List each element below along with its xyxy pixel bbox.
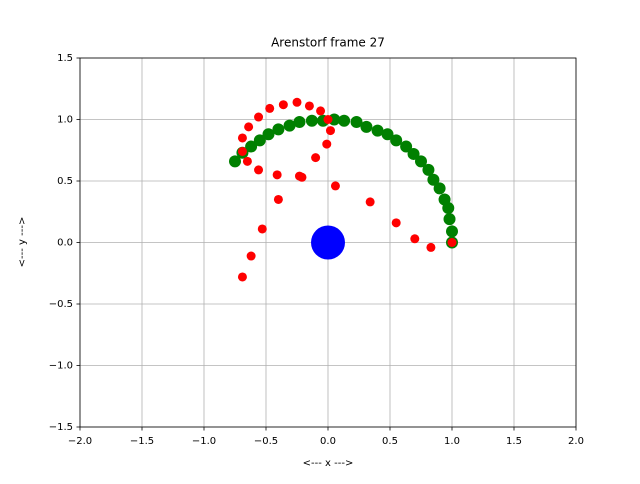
x-tick-label: 1.5 (506, 436, 522, 447)
scatter-point (237, 133, 247, 143)
x-tick-label: −1.0 (192, 436, 216, 447)
scatter-point (272, 170, 282, 180)
scatter-point (322, 139, 332, 149)
scatter-point (400, 140, 413, 153)
scatter-point (426, 242, 436, 252)
y-tick-label: 0.5 (57, 176, 73, 187)
scatter-point (391, 218, 401, 228)
scatter-point (360, 120, 373, 133)
y-tick-label: 0.0 (57, 238, 73, 249)
scatter-point (257, 224, 267, 234)
scatter-point (244, 122, 254, 132)
scatter-point (311, 153, 321, 163)
scatter-point (350, 115, 363, 128)
scatter-point (237, 272, 247, 282)
scatter-point (447, 238, 457, 247)
scatter-point (304, 101, 314, 111)
scatter-point (443, 213, 456, 226)
scatter-point (272, 123, 285, 136)
x-tick-label: −2.0 (68, 436, 92, 447)
scatter-point (407, 147, 420, 160)
y-axis-label: <--- y ---> (17, 217, 28, 268)
scatter-point (254, 112, 264, 122)
x-tick-label: 2.0 (568, 436, 584, 447)
scatter-point (338, 114, 351, 127)
scatter-point (262, 128, 275, 141)
x-tick-label: 0.0 (320, 436, 336, 447)
scatter-point (242, 156, 252, 166)
scatter-point (237, 146, 247, 156)
scatter-point (283, 119, 296, 132)
scatter-point (330, 181, 340, 191)
x-tick-label: −0.5 (254, 436, 278, 447)
scatter-point (415, 155, 427, 168)
scatter-point (446, 225, 458, 238)
x-tick-label: 0.5 (382, 436, 398, 447)
y-tick-label: −1.0 (49, 361, 73, 372)
x-axis-label: <--- x ---> (303, 458, 354, 469)
scatter-point (292, 97, 302, 107)
scatter-point (371, 124, 384, 137)
y-tick-label: −0.5 (49, 299, 73, 310)
scatter-point (254, 165, 264, 175)
y-tick-label: −1.5 (49, 422, 73, 433)
scatter-point (433, 182, 446, 195)
scatter-point (427, 173, 440, 186)
scatter-point (245, 140, 258, 153)
scatter-point (365, 197, 375, 207)
scatter-point (294, 171, 304, 181)
y-tick-label: 1.5 (57, 53, 73, 64)
scatter-point (390, 134, 403, 147)
plot-frame (79, 57, 577, 428)
scatter-point (273, 194, 283, 204)
scatter-point (316, 106, 326, 116)
x-tick-label: −1.5 (130, 436, 154, 447)
scatter-point (311, 225, 345, 260)
scatter-point (229, 155, 241, 168)
scatter-point (422, 163, 435, 176)
y-tick-label: 1.0 (57, 115, 73, 126)
scatter-point (253, 134, 266, 147)
scatter-point (325, 126, 335, 136)
scatter-point (278, 100, 288, 110)
scatter-point (410, 234, 420, 244)
scatter-point (305, 114, 318, 127)
scatter-point (246, 251, 256, 261)
scatter-point (293, 115, 306, 128)
chart-title: Arenstorf frame 27 (271, 36, 385, 50)
scatter-point (323, 115, 333, 124)
scatter-point (438, 193, 451, 206)
scatter-point (265, 103, 275, 113)
scatter-point (381, 128, 394, 141)
x-tick-label: 1.0 (444, 436, 460, 447)
